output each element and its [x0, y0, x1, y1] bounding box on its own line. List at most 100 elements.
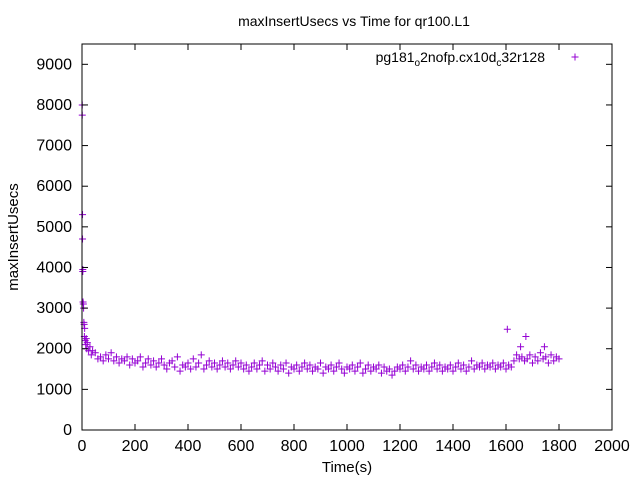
data-point: [420, 365, 428, 373]
data-point: [298, 363, 306, 371]
data-point: [523, 355, 531, 363]
data-point: [404, 363, 412, 371]
data-point: [266, 365, 274, 373]
data-point: [115, 359, 123, 367]
data-point: [256, 361, 264, 369]
data-point: [128, 355, 136, 363]
legend-marker-plus: [571, 53, 579, 61]
data-point: [232, 357, 240, 365]
data-point: [544, 359, 552, 367]
data-point: [213, 365, 221, 373]
data-point: [269, 359, 277, 367]
data-point: [375, 361, 383, 369]
y-tick-label: 6000: [36, 178, 72, 195]
x-tick-label: 1200: [382, 438, 418, 455]
data-points: [78, 101, 563, 379]
data-point: [354, 363, 362, 371]
data-point: [158, 355, 165, 363]
data-point: [391, 367, 399, 375]
data-point: [136, 353, 144, 361]
data-point: [197, 351, 205, 359]
x-tick-label: 1600: [488, 438, 524, 455]
data-point: [428, 363, 436, 371]
x-tick-label: 1800: [541, 438, 577, 455]
data-point: [351, 367, 359, 375]
data-point: [205, 357, 213, 365]
data-point: [200, 365, 208, 373]
y-tick-label: 1000: [36, 381, 72, 398]
data-point: [489, 359, 497, 367]
data-point: [245, 367, 253, 375]
data-point: [99, 357, 107, 365]
data-point: [550, 357, 558, 365]
data-point: [237, 359, 245, 367]
data-point: [438, 367, 446, 375]
data-point: [110, 357, 118, 365]
data-point: [332, 363, 340, 371]
y-tick-label: 0: [63, 422, 72, 439]
data-point: [338, 365, 346, 373]
data-point: [221, 363, 229, 371]
data-point: [380, 363, 388, 371]
data-point: [346, 365, 354, 373]
data-point: [425, 367, 433, 375]
legend-label-part: 32r128: [501, 49, 545, 65]
data-point: [491, 365, 499, 373]
data-point: [208, 363, 216, 371]
data-point: [518, 353, 526, 361]
x-tick-label: 600: [228, 438, 255, 455]
data-point: [457, 365, 465, 373]
data-point: [295, 367, 303, 375]
data-point: [301, 359, 309, 367]
data-point: [147, 361, 155, 369]
data-point: [306, 361, 314, 369]
data-point: [330, 367, 338, 375]
data-point: [139, 363, 147, 371]
data-point: [195, 359, 203, 367]
data-point: [324, 365, 332, 373]
y-tick-label: 3000: [36, 300, 72, 317]
data-point: [163, 365, 171, 373]
data-point: [314, 365, 322, 373]
y-tick-label: 5000: [36, 219, 72, 236]
data-point: [79, 211, 87, 219]
x-tick-label: 400: [175, 438, 202, 455]
plot-frame: [81, 43, 613, 431]
data-point: [105, 355, 112, 363]
data-point: [173, 353, 181, 361]
data-point: [423, 361, 430, 369]
data-point: [476, 363, 483, 371]
x-tick-label: 0: [78, 438, 87, 455]
data-point: [79, 268, 87, 276]
data-point: [555, 355, 563, 363]
data-point: [264, 361, 271, 369]
data-point: [415, 367, 423, 375]
data-point: [497, 363, 505, 371]
data-point: [362, 365, 370, 373]
legend: pg181o2nofp.cx10dc32r128: [376, 49, 579, 69]
data-point: [277, 361, 285, 369]
data-point: [502, 365, 510, 373]
data-point: [86, 343, 94, 351]
data-point: [481, 365, 489, 373]
data-point: [160, 361, 168, 369]
data-point: [499, 359, 507, 367]
y-tick-label: 4000: [36, 259, 72, 276]
data-point: [401, 367, 409, 375]
y-tick-label: 9000: [36, 56, 72, 73]
data-point: [377, 369, 385, 377]
data-point: [513, 351, 521, 359]
data-point: [522, 333, 530, 341]
data-point: [409, 365, 417, 373]
data-point: [503, 325, 511, 333]
data-point: [152, 363, 160, 371]
data-point: [534, 357, 542, 365]
data-point: [150, 357, 158, 365]
data-point: [290, 365, 298, 373]
data-point: [126, 361, 134, 369]
data-point: [248, 363, 256, 371]
data-point: [367, 367, 375, 375]
data-point: [224, 359, 232, 367]
data-point: [176, 367, 184, 375]
data-point: [285, 369, 293, 377]
